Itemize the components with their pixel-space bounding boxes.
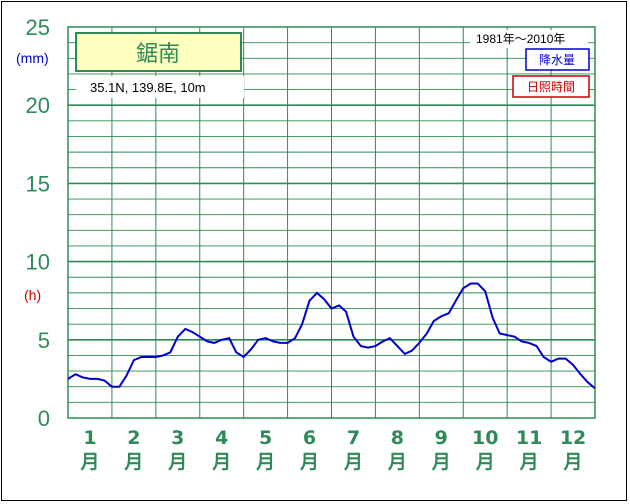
- title-box: [75, 32, 242, 72]
- y-tick-label: 15: [26, 171, 50, 196]
- unit-h: (h): [24, 287, 41, 303]
- month-number-label: 6: [303, 427, 316, 449]
- y-tick-label: 5: [38, 328, 50, 353]
- month-number-label: 8: [391, 427, 404, 449]
- y-tick-label: 25: [26, 15, 50, 40]
- period-box: [470, 30, 588, 48]
- y-tick-label: 10: [26, 250, 50, 275]
- y-tick-label: 0: [38, 406, 50, 431]
- month-unit-label: 月: [431, 451, 451, 473]
- y-tick-labels: 0 5 10 15 20 25: [26, 15, 50, 431]
- month-number-label: 11: [516, 427, 542, 449]
- month-number-label: 9: [435, 427, 448, 449]
- month-unit-label: 月: [387, 451, 407, 473]
- y-tick-label: 20: [26, 93, 50, 118]
- month-number-label: 10: [472, 427, 498, 449]
- month-unit-label: 月: [167, 451, 187, 473]
- month-number-label: 1: [83, 427, 96, 449]
- month-unit-label: 月: [123, 451, 143, 473]
- grid: [67, 26, 596, 419]
- legend-precipitation-box: [525, 48, 590, 71]
- month-number-label: 3: [171, 427, 184, 449]
- month-unit-label: 月: [519, 451, 539, 473]
- legend-precipitation: 降水量: [539, 53, 575, 67]
- location-coords: 35.1N, 139.8E, 10m: [90, 80, 206, 95]
- month-number-label: 2: [127, 427, 140, 449]
- legend-sunshine: 日照時間: [527, 80, 575, 94]
- month-number-label: 7: [347, 427, 360, 449]
- month-unit-label: 月: [563, 451, 583, 473]
- month-unit-label: 月: [343, 451, 363, 473]
- period-label: 1981年〜2010年: [476, 32, 565, 46]
- month-number-label: 5: [259, 427, 272, 449]
- unit-mm: (mm): [16, 50, 49, 66]
- month-unit-label: 月: [475, 451, 495, 473]
- month-unit-label: 月: [211, 451, 231, 473]
- month-unit-label: 月: [255, 451, 275, 473]
- month-number-label: 12: [560, 427, 586, 449]
- chart-title: 鋸南: [136, 42, 180, 67]
- legend-sunshine-box: [512, 75, 590, 98]
- month-unit-label: 月: [79, 451, 99, 473]
- month-unit-label: 月: [299, 451, 319, 473]
- month-number-label: 4: [215, 427, 228, 449]
- coords-box: [76, 76, 244, 98]
- precipitation-line: [67, 282, 596, 390]
